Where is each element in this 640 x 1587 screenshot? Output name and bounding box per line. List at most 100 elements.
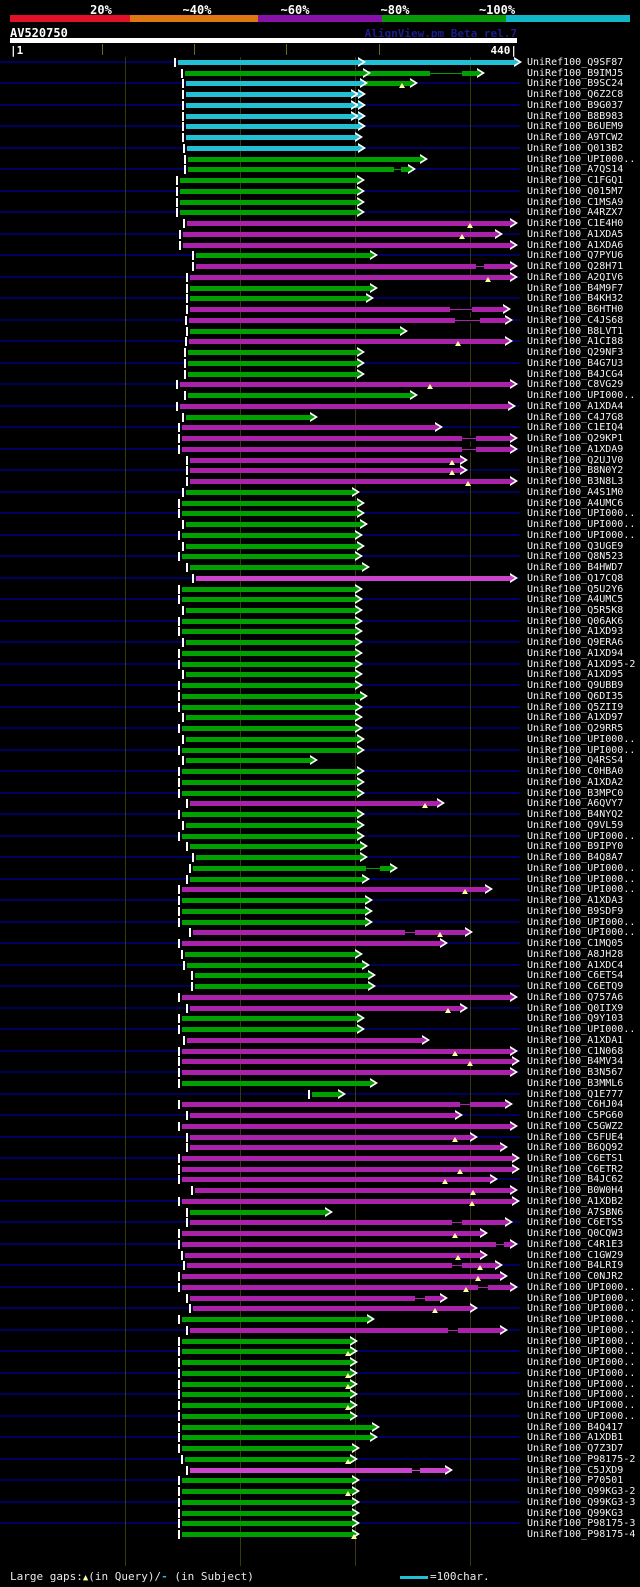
hit-bar[interactable]: [182, 1166, 512, 1172]
hit-label[interactable]: UniRef100_Q0CQW3: [527, 1228, 624, 1240]
hit-label[interactable]: UniRef100_B4HWD7: [527, 562, 624, 573]
hit-bar[interactable]: [190, 1220, 505, 1226]
hit-bar[interactable]: [190, 285, 370, 291]
hit-bar[interactable]: [182, 1403, 350, 1409]
hit-label[interactable]: UniRef100_A1XDA9: [527, 443, 624, 455]
hit-bar[interactable]: [196, 264, 510, 270]
hit-label[interactable]: UniRef100_UPI000..: [527, 927, 636, 939]
hit-bar[interactable]: [182, 629, 355, 635]
hit-bar[interactable]: [180, 210, 357, 216]
hit-label[interactable]: UniRef100_UPI000..: [527, 519, 636, 531]
hit-bar[interactable]: [182, 1317, 367, 1323]
hit-bar[interactable]: [190, 296, 366, 302]
hit-bar[interactable]: [186, 489, 352, 495]
hit-label[interactable]: UniRef100_C4JS68: [527, 314, 624, 326]
hit-label[interactable]: UniRef100_Q2UJV0: [527, 454, 624, 466]
hit-label[interactable]: UniRef100_Q7PYU6: [527, 250, 624, 262]
hit-label[interactable]: UniRef100_Q015M7: [527, 185, 624, 197]
hit-bar[interactable]: [182, 1381, 350, 1387]
hit-label[interactable]: UniRef100_A4UMC6: [527, 497, 624, 509]
hit-bar[interactable]: [182, 1070, 510, 1076]
hit-label[interactable]: UniRef100_A2QIV6: [527, 271, 624, 283]
hit-label[interactable]: UniRef100_UPI000..: [527, 529, 636, 541]
hit-bar[interactable]: [190, 328, 400, 334]
hit-bar[interactable]: [182, 898, 365, 904]
hit-label[interactable]: UniRef100_A4S1M0: [527, 486, 624, 498]
hit-bar[interactable]: [190, 844, 360, 850]
hit-bar[interactable]: [190, 457, 460, 463]
hit-label[interactable]: UniRef100_Q29NF3: [527, 347, 624, 359]
hit-bar[interactable]: [182, 1446, 352, 1452]
hit-label[interactable]: UniRef100_Q99KG3-3: [527, 1496, 636, 1508]
hit-bar[interactable]: [182, 597, 355, 603]
hit-bar[interactable]: [186, 124, 358, 130]
hit-bar[interactable]: [190, 468, 460, 474]
hit-bar-segment[interactable]: [364, 81, 410, 87]
hit-bar[interactable]: [182, 1435, 370, 1441]
hit-bar[interactable]: [185, 1456, 350, 1462]
hit-bar[interactable]: [182, 1059, 512, 1065]
hit-label[interactable]: UniRef100_A1XD95: [527, 669, 624, 681]
hit-bar[interactable]: [182, 994, 510, 1000]
hit-bar[interactable]: [190, 479, 510, 485]
hit-bar[interactable]: [186, 672, 355, 678]
hit-bar[interactable]: [187, 1037, 422, 1043]
hit-bar[interactable]: [182, 1370, 350, 1376]
hit-label[interactable]: UniRef100_C8VG29: [527, 379, 624, 391]
hit-bar[interactable]: [195, 1188, 510, 1194]
hit-bar[interactable]: [182, 1338, 350, 1344]
hit-label[interactable]: UniRef100_B6UEM9: [527, 121, 624, 133]
hit-label[interactable]: UniRef100_B4Q8A7: [527, 852, 624, 864]
hit-bar[interactable]: [182, 887, 485, 893]
hit-bar[interactable]: [186, 102, 358, 108]
hit-bar[interactable]: [182, 1102, 505, 1108]
hit-label[interactable]: UniRef100_P98175-3: [527, 1518, 636, 1530]
hit-bar[interactable]: [189, 339, 505, 345]
hit-label[interactable]: UniRef100_UPI000..: [527, 508, 636, 520]
hit-label[interactable]: UniRef100_Q9Y103: [527, 1013, 624, 1025]
hit-label[interactable]: UniRef100_B9SC24: [527, 78, 624, 90]
hit-bar[interactable]: [186, 92, 358, 98]
hit-label[interactable]: UniRef100_C1N068: [527, 1045, 624, 1057]
hit-label[interactable]: UniRef100_A1XDB2: [527, 1195, 624, 1207]
hit-label[interactable]: UniRef100_UPI000..: [527, 1378, 636, 1390]
hit-bar[interactable]: [188, 360, 357, 366]
hit-label[interactable]: UniRef100_UPI000..: [527, 153, 636, 165]
hit-bar[interactable]: [182, 1360, 350, 1366]
hit-bar[interactable]: [312, 1091, 338, 1097]
hit-label[interactable]: UniRef100_A1CI88: [527, 336, 624, 348]
hit-label[interactable]: UniRef100_C6ETS5: [527, 1217, 624, 1229]
hit-label[interactable]: UniRef100_A6QVY7: [527, 798, 624, 810]
hit-label[interactable]: UniRef100_C0NJR2: [527, 1271, 624, 1283]
hit-label[interactable]: UniRef100_Q17CQ8: [527, 572, 624, 584]
hit-bar[interactable]: [190, 307, 503, 313]
hit-label[interactable]: UniRef100_B8LVT1: [527, 325, 624, 337]
hit-bar[interactable]: [186, 81, 360, 87]
hit-label[interactable]: UniRef100_UPI000..: [527, 1303, 636, 1315]
hit-label[interactable]: UniRef100_A9TCW2: [527, 132, 624, 144]
hit-label[interactable]: UniRef100_UPI000..: [527, 1281, 636, 1293]
hit-label[interactable]: UniRef100_B9SDF9: [527, 905, 624, 917]
hit-label[interactable]: UniRef100_C6ETR2: [527, 1163, 624, 1175]
hit-label[interactable]: UniRef100_Q29KP1: [527, 433, 624, 445]
hit-bar[interactable]: [190, 1467, 445, 1473]
hit-bar[interactable]: [190, 1295, 440, 1301]
hit-bar[interactable]: [180, 188, 357, 194]
hit-label[interactable]: UniRef100_C1GW29: [527, 1249, 624, 1261]
hit-label[interactable]: UniRef100_B4JC62: [527, 1174, 624, 1186]
hit-bar[interactable]: [187, 145, 358, 151]
hit-label[interactable]: UniRef100_B4Q417: [527, 1421, 624, 1433]
hit-label[interactable]: UniRef100_B8B983: [527, 110, 624, 122]
hit-label[interactable]: UniRef100_UPI000..: [527, 862, 636, 874]
hit-label[interactable]: UniRef100_B3MPC0: [527, 787, 624, 799]
hit-label[interactable]: UniRef100_UPI000..: [527, 733, 636, 745]
hit-bar[interactable]: [182, 833, 357, 839]
hit-bar[interactable]: [190, 1145, 500, 1151]
hit-bar[interactable]: [190, 1134, 470, 1140]
hit-bar[interactable]: [186, 640, 355, 646]
hit-bar[interactable]: [190, 1113, 455, 1118]
hit-label[interactable]: UniRef100_UPI000..: [527, 1357, 636, 1369]
hit-bar[interactable]: [182, 1413, 350, 1419]
hit-bar[interactable]: [190, 876, 362, 882]
hit-bar[interactable]: [188, 350, 357, 356]
